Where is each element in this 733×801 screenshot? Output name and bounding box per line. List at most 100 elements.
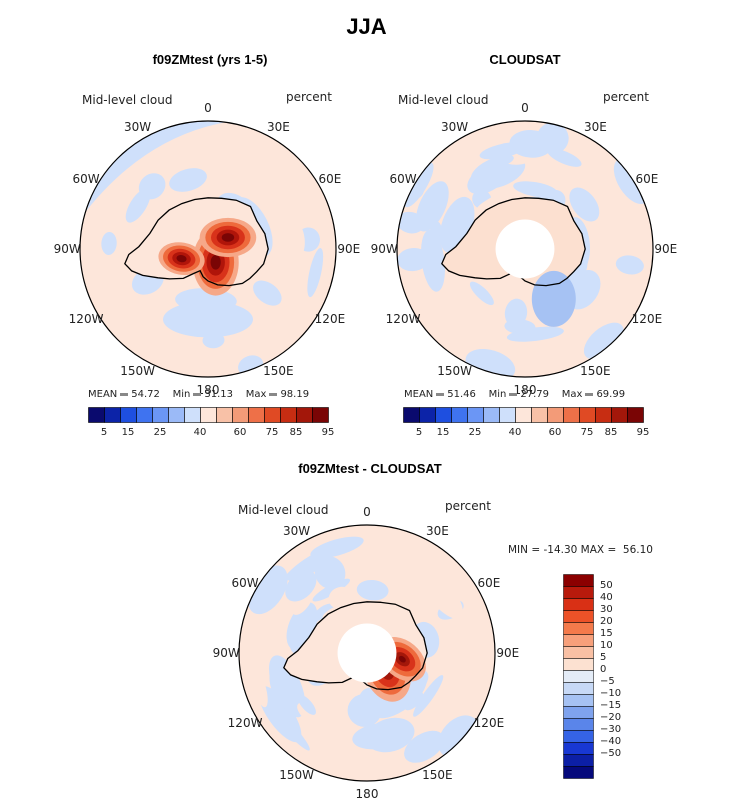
colorbar-swatch [563,706,594,719]
minmax-diff: MIN = -14.30 MAX = 56.10 [508,544,653,556]
field-patch [307,248,324,298]
field-patch [163,301,253,338]
colorbar-swatch [627,407,644,423]
longitude-label: 30E [266,120,290,135]
colorbar-tick-label: 5 [100,427,108,438]
colorbar-tick-label: 40 [508,427,522,438]
field-patch [285,570,317,602]
field-patch [562,128,617,166]
field-patch [253,280,282,306]
field-patch [357,687,383,720]
colorbar-tick-label: 40 [600,592,613,603]
field-patch [504,298,528,328]
colorbar-tick-label: 60 [548,427,562,438]
longitude-label: 150W [120,363,155,378]
longitude-label: 60E [318,171,342,186]
field-patch [476,185,525,211]
longitude-label: 150W [279,767,314,782]
colorbar-tick-label: −5 [600,676,615,687]
stats-obs: MEAN 51.46 Min 27.79 Max 69.99 [404,389,626,400]
longitude-label: 90W [53,242,81,256]
colorbar-tick-label: −10 [600,688,622,699]
colorbar-tick-label: 75 [580,427,594,438]
colorbar-swatch [563,682,594,695]
colorbar-swatch [563,646,594,659]
field-patch [536,122,569,154]
colorbar-tick-label: 25 [153,427,167,438]
panel-title-obs: CLOUDSAT [489,52,561,67]
longitude-label: 90W [212,646,240,660]
colorbar-swatch [563,754,594,767]
longitude-label: 30E [425,524,449,539]
longitude-label: 150E [263,363,294,378]
colorbar-tick-label: 30 [600,604,613,615]
colorbar-swatches [563,574,594,779]
variable-label-model: Mid-level cloud [82,93,173,107]
longitude-label: 150E [422,767,453,782]
colorbar-swatch [563,574,594,587]
field-patch [314,556,346,589]
field-patch [465,635,489,676]
colorbar-tick-label: 50 [600,580,613,591]
field-patch [506,326,564,342]
variable-label-diff: Mid-level cloud [238,503,329,517]
map-boundary [396,120,654,378]
colorbar-tick-label: 5 [415,427,423,438]
colorbar-swatch [563,718,594,731]
longitude-label: 120E [314,312,346,327]
field-patch [428,221,443,254]
field-patch [485,154,514,169]
longitude-label: 180 [196,382,220,397]
field-patch [269,666,298,712]
longitude-label: 120W [68,312,104,327]
longitude-label: 180 [355,786,379,801]
colorbar-tick-label: 20 [600,616,613,627]
colorbar-tick-label: 10 [600,640,613,651]
colorbar-swatch [563,634,594,647]
no-data-polar-hole [495,219,555,279]
field-patch [404,691,424,711]
longitude-label: 120E [631,312,663,327]
colorbar-swatch [563,598,594,611]
stats-model: MEAN 54.72 Min 31.13 Max 98.19 [88,389,310,400]
field-patch [404,730,445,763]
no-data-polar-hole [337,623,397,683]
field-patch [169,168,207,192]
field-patch [366,717,415,753]
map-boundary [79,120,337,378]
colorbar-tick-label: 60 [233,427,247,438]
variable-label-obs: Mid-level cloud [398,93,489,107]
field-patch [421,536,462,571]
colorbar-tick-label: −15 [600,700,622,711]
colorbar-swatches [88,407,329,423]
colorbar-swatch [563,694,594,707]
field-patch [458,276,487,309]
longitude-label: 30E [583,120,607,135]
colorbar-tick-label: 15 [436,427,450,438]
longitude-label: 90E [337,242,361,256]
longitude-label: 0 [521,101,529,116]
colorbar-tick-label: 95 [321,427,335,438]
longitude-label: 60W [389,171,417,186]
field-patch [583,322,624,360]
colorbar-tick-label: −20 [600,712,622,723]
colorbar-tick-label: 95 [636,427,650,438]
longitude-label: 30W [283,524,311,539]
field-patch [297,694,316,715]
longitude-label: 60E [477,575,501,590]
field-patch [356,579,389,601]
units-label-model: percent [286,90,332,104]
colorbar-swatch [563,610,594,623]
longitude-label: 150E [580,363,611,378]
colorbar-tick-label: −50 [600,748,622,759]
colorbar-swatch [563,586,594,599]
colorbar-swatches [403,407,644,423]
longitude-label: 120E [473,716,505,731]
field-patch [615,255,644,275]
colorbar-swatch [563,730,594,743]
colorbar-tick-label: 15 [121,427,135,438]
colorbar-tick-label: 40 [193,427,207,438]
